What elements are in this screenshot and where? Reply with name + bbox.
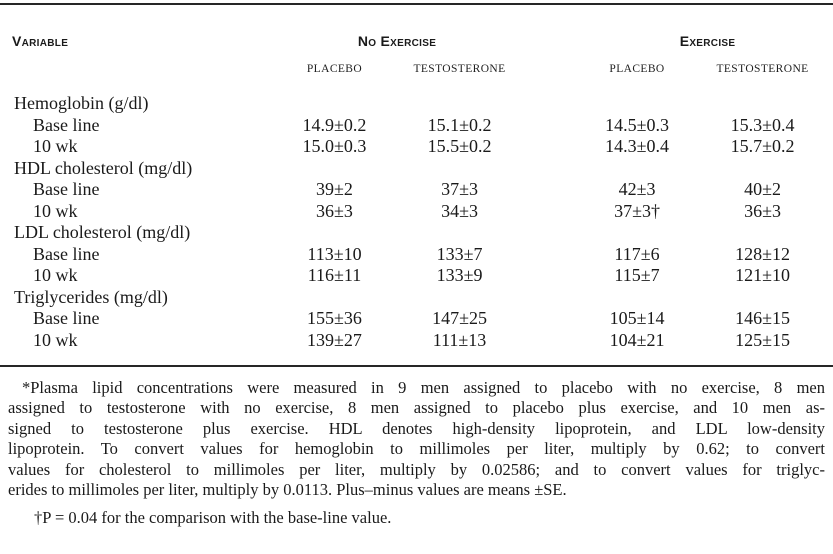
value-cell: 36±3 xyxy=(744,200,781,221)
row-label: Base line xyxy=(33,308,100,328)
section-row-ldl: LDL cholesterol (mg/dl) xyxy=(0,222,833,244)
value-cell: 128±12 xyxy=(735,243,790,264)
group-header-row: Variable No Exercise Exercise xyxy=(0,5,833,51)
row-label: 10 wk xyxy=(33,136,78,156)
section-name: Triglycerides (mg/dl) xyxy=(14,286,168,307)
value-cell: 117±6 xyxy=(614,243,660,264)
subheader-no-exercise-testosterone: Testosterone xyxy=(413,63,506,75)
value-cell: 121±10 xyxy=(735,265,790,285)
subheader-row: Placebo Testosterone Placebo Testosteron… xyxy=(0,51,833,78)
column-gap xyxy=(522,51,582,78)
value-cell: 139±27 xyxy=(307,329,362,350)
value-cell: 104±21 xyxy=(609,329,665,350)
value-cell: 15.0±0.3 xyxy=(302,136,367,156)
subheader-exercise-placebo: Placebo xyxy=(609,63,665,75)
column-gap xyxy=(522,265,582,287)
section-row-hdl: HDL cholesterol (mg/dl) xyxy=(0,158,833,180)
value-cell: 40±2 xyxy=(744,179,781,199)
data-row: Base line 14.9±0.2 15.1±0.2 14.5±0.3 15.… xyxy=(0,115,833,137)
data-row: 10 wk 139±27 111±13 104±21 125±15 xyxy=(0,330,833,352)
column-gap xyxy=(522,308,582,330)
value-cell: 39±2 xyxy=(316,179,353,199)
value-cell: 42±3 xyxy=(618,179,656,199)
column-gap xyxy=(522,179,582,201)
value-cell: 111±13 xyxy=(432,329,487,350)
value-cell: 15.5±0.2 xyxy=(427,136,492,156)
value-cell: 147±25 xyxy=(432,308,487,328)
value-cell: 146±15 xyxy=(735,308,790,328)
value-cell: 37±3 xyxy=(441,179,478,199)
section-name: LDL cholesterol (mg/dl) xyxy=(14,222,191,242)
group-header-exercise: Exercise xyxy=(679,33,736,49)
value-cell: 133±9 xyxy=(436,265,483,285)
value-cell: 113±10 xyxy=(307,243,362,264)
value-cell: 37±3† xyxy=(614,200,660,221)
column-gap xyxy=(522,115,582,137)
value-cell: 14.3±0.4 xyxy=(605,136,669,156)
value-cell: 14.9±0.2 xyxy=(302,114,367,135)
results-table: Variable No Exercise Exercise Placebo Te… xyxy=(0,5,833,351)
data-row: 10 wk 36±3 34±3 37±3† 36±3 xyxy=(0,201,833,223)
footnote-main: *Plasma lipid concentrations were measur… xyxy=(0,378,833,529)
footnote-line: signed to testosterone plus exercise. HD… xyxy=(8,418,825,438)
value-cell: 14.5±0.3 xyxy=(605,114,669,135)
footnote-line: lipoprotein. To convert values for hemog… xyxy=(8,439,825,459)
data-row: Base line 113±10 133±7 117±6 128±12 xyxy=(0,244,833,266)
value-cell: 155±36 xyxy=(307,308,362,328)
column-header-variable: Variable xyxy=(12,33,69,49)
row-label: 10 wk xyxy=(33,329,78,350)
value-cell: 105±14 xyxy=(609,308,665,328)
data-row: 10 wk 15.0±0.3 15.5±0.2 14.3±0.4 15.7±0.… xyxy=(0,136,833,158)
section-name: Hemoglobin (g/dl) xyxy=(14,93,149,113)
column-gap xyxy=(522,201,582,223)
column-gap xyxy=(522,244,582,266)
footnote-line: erides to millimoles per liter, multiply… xyxy=(8,480,567,500)
data-row: Base line 155±36 147±25 105±14 146±15 xyxy=(0,308,833,330)
row-label: 10 wk xyxy=(33,200,78,221)
top-rule xyxy=(0,3,833,5)
value-cell: 15.3±0.4 xyxy=(730,114,795,135)
mid-rule xyxy=(0,365,833,367)
subheader-blank xyxy=(0,51,272,78)
value-cell: 34±3 xyxy=(441,200,478,221)
section-row-hemoglobin: Hemoglobin (g/dl) xyxy=(0,78,833,115)
value-cell: 36±3 xyxy=(316,200,353,221)
row-label: Base line xyxy=(33,114,100,135)
section-row-triglycerides: Triglycerides (mg/dl) xyxy=(0,287,833,309)
row-label: Base line xyxy=(33,179,100,199)
group-header-no-exercise: No Exercise xyxy=(357,33,437,49)
section-name: HDL cholesterol (mg/dl) xyxy=(14,157,193,178)
value-cell: 125±15 xyxy=(735,329,790,350)
subheader-exercise-testosterone: Testosterone xyxy=(716,63,809,75)
data-row: 10 wk 116±11 133±9 115±7 121±10 xyxy=(0,265,833,287)
row-label: 10 wk xyxy=(33,265,78,285)
footnote-line: *Plasma lipid concentrations were measur… xyxy=(22,378,825,397)
value-cell: 15.1±0.2 xyxy=(427,114,492,135)
value-cell: 115±7 xyxy=(614,265,660,285)
value-cell: 116±11 xyxy=(307,265,362,285)
value-cell: 15.7±0.2 xyxy=(730,136,795,156)
footnote-line: assigned to testosterone with no exercis… xyxy=(8,398,825,418)
column-gap xyxy=(522,330,582,352)
data-row: Base line 39±2 37±3 42±3 40±2 xyxy=(0,179,833,201)
column-gap xyxy=(522,5,582,51)
column-gap xyxy=(522,136,582,158)
footnote-line: values for cholesterol to millimoles per… xyxy=(8,459,825,479)
value-cell: 133±7 xyxy=(436,243,483,264)
footnote-dagger: †P = 0.04 for the comparison with the ba… xyxy=(34,508,392,528)
row-label: Base line xyxy=(33,243,100,264)
subheader-no-exercise-placebo: Placebo xyxy=(306,63,363,75)
